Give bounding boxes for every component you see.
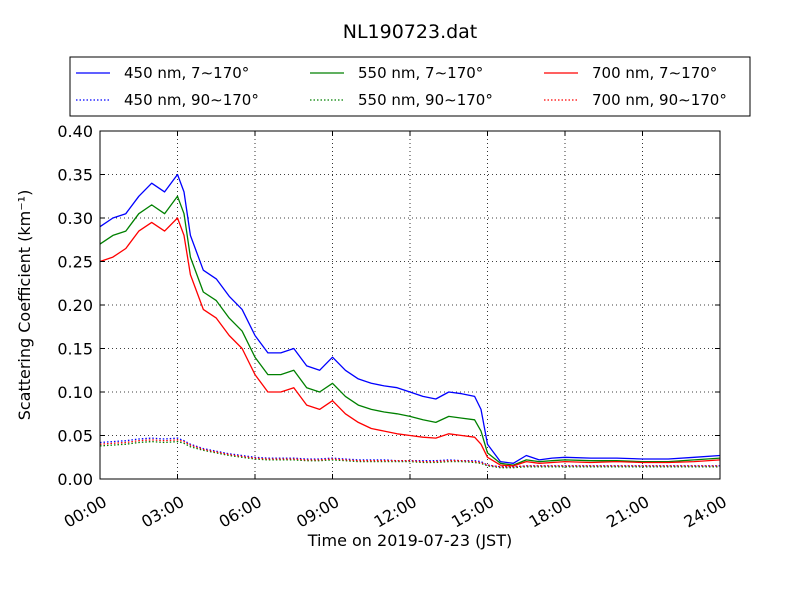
- y-tick-label: 0.40: [57, 122, 93, 141]
- ticks: 00:00 03:00 06:00 09:00 12:00 15:00 18:00 21:00…: [57, 122, 730, 532]
- x-tick-label: 12:00: [371, 492, 420, 532]
- y-tick-label: 0.25: [57, 253, 93, 272]
- y-tick-label: 0.35: [57, 166, 93, 185]
- y-tick-label: 0.20: [57, 296, 93, 315]
- x-tick-label: 18:00: [526, 492, 575, 532]
- x-axis-label: Time on 2019-07-23 (JST): [307, 531, 512, 550]
- x-tick-label: 15:00: [448, 492, 497, 532]
- y-axis-label: Scattering Coefficient (km⁻¹): [15, 190, 34, 421]
- x-tick-label: 06:00: [216, 492, 265, 532]
- series-line: [99, 173, 721, 464]
- legend-label: 550 nm, 7∼170°: [358, 64, 483, 82]
- x-tick-label: 00:00: [61, 492, 110, 532]
- y-tick-label: 0.10: [57, 383, 93, 402]
- legend-label: 700 nm, 7∼170°: [592, 64, 717, 82]
- legend-label: 450 nm, 7∼170°: [124, 64, 249, 82]
- grid: [100, 131, 720, 479]
- x-tick-label: 09:00: [293, 492, 342, 532]
- legend-frame: [69, 56, 751, 117]
- y-tick-label: 0.00: [57, 470, 93, 489]
- y-tick-label: 0.05: [57, 427, 93, 446]
- chart-title: NL190723.dat: [343, 21, 478, 43]
- series-line: [99, 195, 721, 466]
- series-layer: [99, 173, 721, 469]
- legend: 450 nm, 7∼170° 550 nm, 7∼170° 700 nm, 7∼17…: [69, 56, 751, 117]
- legend-label: 450 nm, 90∼170°: [124, 91, 259, 109]
- series-line: [99, 439, 720, 468]
- x-tick-label: 24:00: [681, 492, 730, 532]
- legend-label: 700 nm, 90∼170°: [592, 91, 727, 109]
- series-line: [99, 217, 721, 467]
- legend-label: 550 nm, 90∼170°: [358, 91, 493, 109]
- x-tick-label: 03:00: [138, 492, 187, 532]
- series-line: [99, 440, 720, 469]
- y-tick-label: 0.15: [57, 340, 93, 359]
- y-tick-label: 0.30: [57, 209, 93, 228]
- x-tick-label: 21:00: [603, 492, 652, 532]
